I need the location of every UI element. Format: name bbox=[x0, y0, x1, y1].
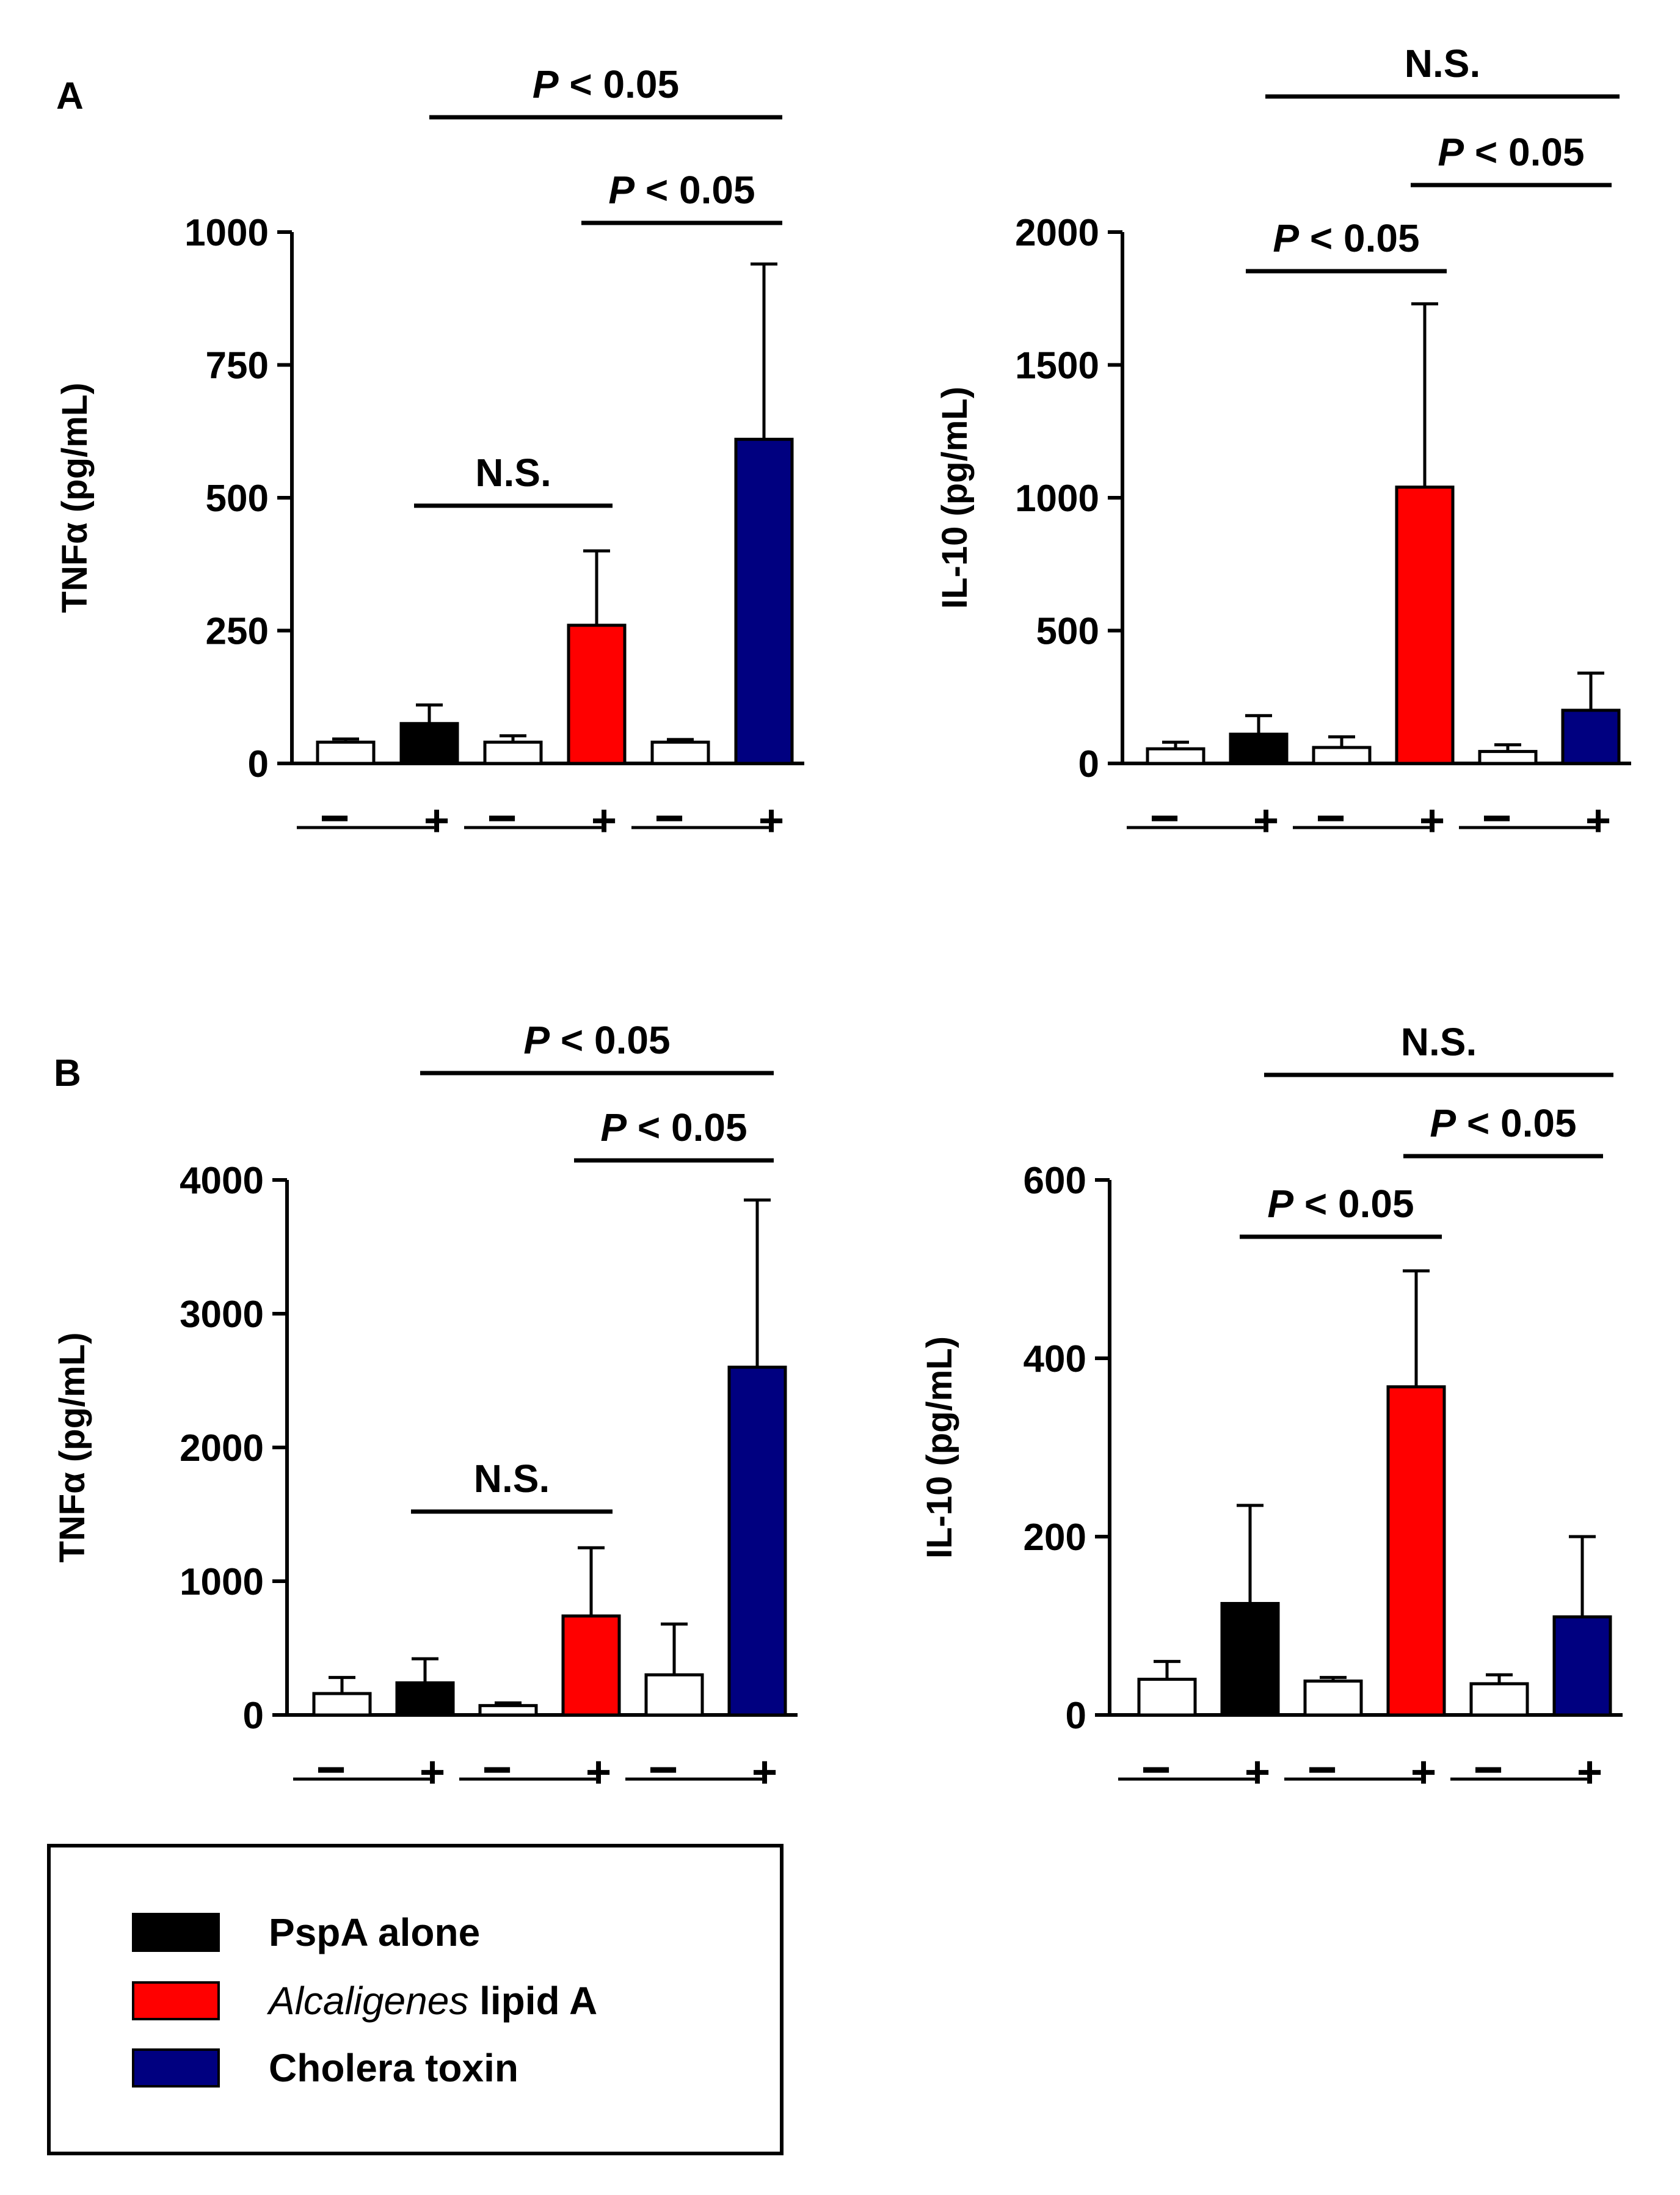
y-tick-label: 500 bbox=[206, 478, 269, 520]
panel-label-a: A bbox=[56, 75, 84, 117]
y-axis-label: TNFα (pg/mL) bbox=[55, 382, 95, 613]
significance-label: P < 0.05 bbox=[608, 168, 755, 212]
bar bbox=[1303, 1680, 1363, 1717]
x-category-label: − bbox=[1149, 789, 1179, 846]
y-tick-label: 0 bbox=[248, 743, 269, 785]
x-category-label: + bbox=[420, 1748, 445, 1797]
y-axis-label: TNFα (pg/mL) bbox=[53, 1332, 92, 1562]
y-tick-label: 0 bbox=[1078, 743, 1099, 785]
y-tick-label: 250 bbox=[206, 611, 269, 653]
y-tick-label: 3000 bbox=[180, 1294, 264, 1336]
x-category-label: + bbox=[591, 796, 617, 845]
x-category-label: − bbox=[1473, 1741, 1503, 1798]
x-category-label: + bbox=[752, 1748, 777, 1797]
x-category-label: − bbox=[482, 1741, 512, 1798]
x-category-label: − bbox=[654, 789, 684, 846]
y-tick-label: 600 bbox=[1024, 1160, 1086, 1202]
y-tick-label: 2000 bbox=[180, 1427, 264, 1469]
significance-label: P < 0.05 bbox=[1273, 216, 1419, 260]
bar bbox=[1478, 749, 1538, 765]
y-tick-label: 2000 bbox=[1015, 212, 1099, 254]
significance-label: N.S. bbox=[1405, 42, 1480, 86]
significance-label: N.S. bbox=[475, 451, 551, 495]
x-category-label: − bbox=[319, 789, 349, 846]
bar bbox=[1312, 746, 1372, 765]
y-axis-label: IL-10 (pg/mL) bbox=[935, 387, 975, 609]
bar bbox=[1395, 486, 1455, 765]
significance-label: P < 0.05 bbox=[1438, 130, 1584, 174]
bar bbox=[399, 722, 459, 765]
x-category-label: + bbox=[424, 796, 449, 845]
y-axis-label: IL-10 (pg/mL) bbox=[920, 1336, 959, 1559]
x-category-label: − bbox=[1141, 1741, 1171, 1798]
y-tick-label: 4000 bbox=[180, 1160, 264, 1202]
x-category-label: + bbox=[758, 796, 784, 845]
bar bbox=[1146, 747, 1205, 765]
bar bbox=[727, 1366, 787, 1717]
bar bbox=[561, 1614, 621, 1717]
bar bbox=[650, 740, 710, 765]
bar bbox=[1137, 1678, 1197, 1717]
significance-label: N.S. bbox=[1401, 1020, 1477, 1064]
x-category-label: + bbox=[1585, 796, 1611, 845]
y-tick-label: 1000 bbox=[184, 212, 269, 254]
x-category-label: + bbox=[1419, 796, 1445, 845]
x-category-label: + bbox=[1245, 1748, 1270, 1797]
legend-swatch bbox=[132, 1913, 220, 1952]
bar bbox=[644, 1673, 704, 1717]
bar bbox=[734, 437, 794, 765]
legend-swatch bbox=[132, 1981, 220, 2020]
bar bbox=[1386, 1385, 1446, 1717]
y-tick-label: 0 bbox=[243, 1695, 264, 1737]
x-category-label: + bbox=[586, 1748, 611, 1797]
x-category-label: − bbox=[1482, 789, 1511, 846]
y-tick-label: 200 bbox=[1024, 1516, 1086, 1559]
bar bbox=[395, 1681, 455, 1717]
y-tick-label: 750 bbox=[206, 345, 269, 387]
x-category-label: − bbox=[648, 1741, 678, 1798]
bar bbox=[1469, 1682, 1529, 1717]
x-category-label: − bbox=[1307, 1741, 1337, 1798]
legend: PspA alone Alcaligenes lipid A Cholera tox… bbox=[47, 1844, 784, 2155]
x-category-label: + bbox=[1253, 796, 1279, 845]
bar bbox=[483, 740, 543, 765]
significance-label: P < 0.05 bbox=[1430, 1101, 1576, 1145]
significance-label: P < 0.05 bbox=[1267, 1182, 1414, 1226]
bar bbox=[567, 624, 627, 765]
x-category-label: + bbox=[1411, 1748, 1436, 1797]
legend-label: Alcaligenes lipid A bbox=[266, 1979, 597, 2023]
bar bbox=[312, 1692, 372, 1717]
x-category-label: + bbox=[1577, 1748, 1602, 1797]
y-tick-label: 1500 bbox=[1015, 345, 1099, 387]
significance-label: P < 0.05 bbox=[523, 1018, 670, 1062]
significance-label: N.S. bbox=[474, 1457, 550, 1501]
y-tick-label: 400 bbox=[1024, 1338, 1086, 1380]
y-tick-label: 1000 bbox=[180, 1561, 264, 1603]
significance-label: P < 0.05 bbox=[600, 1105, 747, 1149]
panel-label-b: B bbox=[54, 1052, 81, 1094]
x-category-label: − bbox=[316, 1741, 346, 1798]
significance-label: P < 0.05 bbox=[533, 62, 679, 106]
y-tick-label: 0 bbox=[1066, 1695, 1086, 1737]
y-tick-label: 1000 bbox=[1015, 478, 1099, 520]
bar bbox=[1561, 708, 1621, 765]
legend-swatch bbox=[132, 2048, 220, 2088]
x-category-label: − bbox=[1315, 789, 1345, 846]
bar bbox=[1552, 1615, 1612, 1717]
bar bbox=[1229, 732, 1289, 765]
x-category-label: − bbox=[487, 789, 517, 846]
legend-label: Cholera toxin bbox=[269, 2046, 518, 2090]
legend-label: PspA alone bbox=[269, 1910, 480, 1954]
bar bbox=[316, 740, 376, 765]
y-tick-label: 500 bbox=[1036, 611, 1099, 653]
bar bbox=[478, 1704, 538, 1717]
bar bbox=[1220, 1602, 1280, 1717]
